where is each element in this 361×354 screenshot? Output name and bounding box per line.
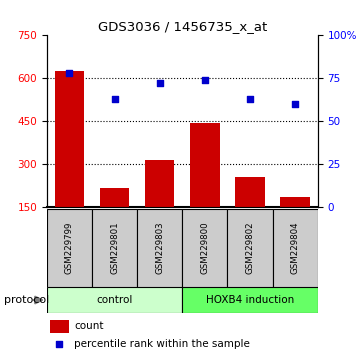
Text: protocol: protocol: [4, 295, 49, 305]
Title: GDS3036 / 1456735_x_at: GDS3036 / 1456735_x_at: [98, 20, 267, 33]
Bar: [273, 209, 318, 287]
Bar: [100, 188, 129, 207]
Text: GSM229801: GSM229801: [110, 222, 119, 274]
Bar: [182, 287, 318, 313]
Bar: [55, 71, 84, 207]
Bar: [50, 320, 69, 333]
Point: [292, 101, 298, 107]
Point: [247, 96, 253, 102]
Point: [56, 342, 62, 347]
Bar: [227, 209, 273, 287]
Bar: [92, 209, 137, 287]
Text: control: control: [96, 295, 133, 305]
Text: GSM229803: GSM229803: [155, 222, 164, 274]
Bar: [235, 177, 265, 207]
Bar: [47, 287, 182, 313]
Text: HOXB4 induction: HOXB4 induction: [206, 295, 294, 305]
Bar: [182, 209, 227, 287]
Text: GSM229799: GSM229799: [65, 222, 74, 274]
Bar: [47, 209, 92, 287]
Text: GSM229804: GSM229804: [291, 222, 300, 274]
Point: [202, 77, 208, 83]
Bar: [280, 197, 310, 207]
Bar: [190, 123, 219, 207]
Bar: [145, 160, 174, 207]
Text: percentile rank within the sample: percentile rank within the sample: [74, 339, 250, 349]
Point: [67, 70, 73, 76]
Bar: [137, 209, 182, 287]
Text: GSM229800: GSM229800: [200, 222, 209, 274]
Text: GSM229802: GSM229802: [245, 222, 255, 274]
Point: [112, 96, 118, 102]
Point: [157, 81, 162, 86]
Text: count: count: [74, 321, 104, 331]
